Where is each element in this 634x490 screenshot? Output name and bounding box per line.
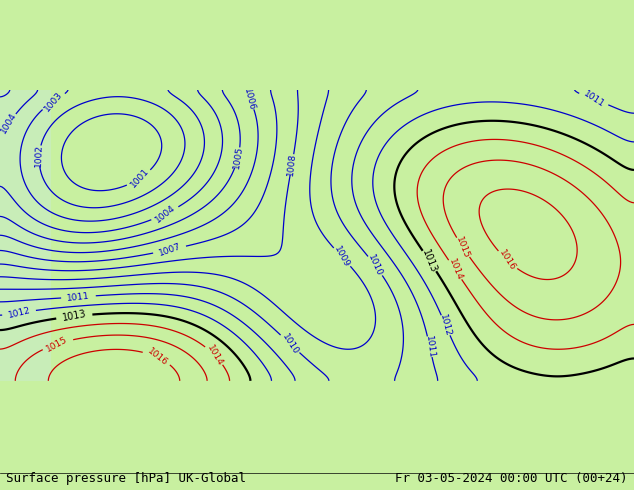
Text: 1003: 1003 bbox=[42, 90, 64, 113]
Text: 1011: 1011 bbox=[581, 89, 606, 109]
Text: 1014: 1014 bbox=[447, 258, 463, 282]
Bar bbox=[0, 90, 51, 381]
Text: 1015: 1015 bbox=[455, 235, 471, 260]
Text: 1014: 1014 bbox=[205, 343, 224, 368]
Text: 1013: 1013 bbox=[420, 248, 439, 274]
Text: 1002: 1002 bbox=[34, 144, 44, 168]
Text: 1011: 1011 bbox=[424, 335, 436, 359]
Text: 1010: 1010 bbox=[366, 253, 384, 278]
Text: 1009: 1009 bbox=[333, 245, 351, 270]
Text: 1008: 1008 bbox=[287, 153, 297, 176]
Text: 1011: 1011 bbox=[67, 291, 91, 303]
Text: 1004: 1004 bbox=[0, 111, 18, 136]
Text: 1001: 1001 bbox=[129, 167, 151, 190]
Text: 1015: 1015 bbox=[45, 335, 70, 353]
Text: Fr 03-05-2024 00:00 UTC (00+24): Fr 03-05-2024 00:00 UTC (00+24) bbox=[395, 472, 628, 485]
Text: 1007: 1007 bbox=[157, 242, 182, 258]
Text: Surface pressure [hPa] UK-Global: Surface pressure [hPa] UK-Global bbox=[6, 472, 247, 485]
Text: 1016: 1016 bbox=[497, 248, 517, 272]
Text: 1012: 1012 bbox=[439, 313, 453, 338]
Text: 1010: 1010 bbox=[280, 332, 300, 356]
Text: 1012: 1012 bbox=[7, 306, 31, 320]
Text: 1005: 1005 bbox=[232, 146, 244, 170]
Text: 1004: 1004 bbox=[153, 203, 177, 224]
Text: 1006: 1006 bbox=[242, 87, 257, 112]
Text: 1016: 1016 bbox=[146, 347, 170, 368]
Text: 1013: 1013 bbox=[61, 309, 87, 323]
